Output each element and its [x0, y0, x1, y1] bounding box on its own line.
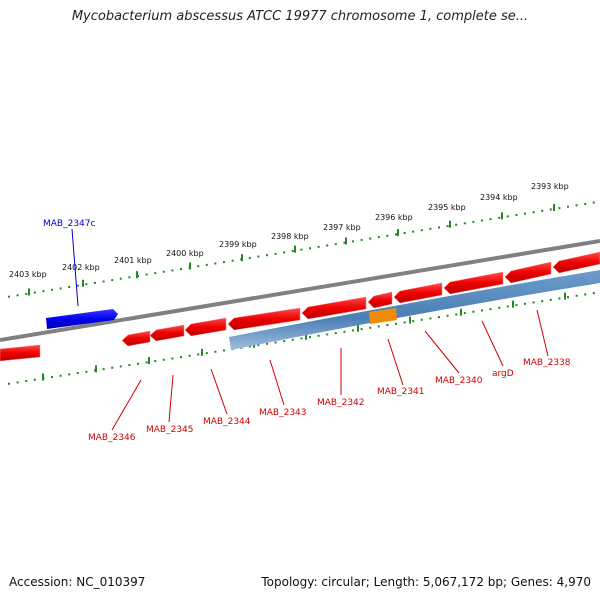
- forward-gene[interactable]: [0, 344, 41, 362]
- leader-line: [168, 374, 174, 423]
- forward-gene[interactable]: [301, 296, 367, 320]
- scale-label: 2399 kbp: [219, 240, 257, 249]
- scale-label: 2397 kbp: [323, 223, 361, 232]
- highlighted-gene-segment[interactable]: [369, 308, 397, 324]
- topology-summary: Topology: circular; Length: 5,067,172 bp…: [261, 575, 591, 589]
- forward-gene[interactable]: [552, 251, 600, 274]
- operon-bar[interactable]: [229, 270, 600, 350]
- gene-label-MAB_2347c[interactable]: MAB_2347c: [43, 219, 96, 229]
- gene-labels: MAB_2346 MAB_2345 MAB_2344 MAB_2343 MAB_2342…: [88, 309, 571, 443]
- forward-gene[interactable]: [149, 324, 185, 342]
- leader-line: [111, 379, 142, 431]
- gene-label[interactable]: MAB_2345: [146, 425, 194, 435]
- leader-line: [269, 359, 285, 406]
- leader-line: [210, 368, 228, 415]
- outer-scale-ring: [8, 201, 595, 298]
- forward-gene[interactable]: [504, 261, 552, 284]
- scale-tick: [305, 332, 307, 340]
- gene-label[interactable]: MAB_2343: [259, 408, 307, 418]
- scale-label: 2400 kbp: [166, 249, 204, 258]
- forward-gene[interactable]: [443, 271, 504, 295]
- scale-tick: [345, 237, 347, 245]
- gene-label[interactable]: MAB_2338: [523, 358, 571, 368]
- scale-label: 2398 kbp: [271, 232, 309, 241]
- scale-tick: [460, 308, 462, 316]
- scale-tick: [564, 292, 566, 300]
- forward-gene[interactable]: [184, 317, 227, 337]
- scale-tick-labels: 2403 kbp 2402 kbp 2401 kbp 2400 kbp 2399 kbp…: [9, 182, 569, 279]
- gene-label[interactable]: MAB_2341: [377, 387, 425, 397]
- scale-tick: [42, 373, 44, 381]
- forward-gene[interactable]: [367, 291, 393, 309]
- scale-tick: [512, 300, 514, 308]
- accession-text: Accession: NC_010397: [9, 575, 146, 589]
- scale-tick: [148, 357, 150, 365]
- scale-tick: [294, 245, 296, 253]
- leader-line: [424, 330, 460, 374]
- gene-label[interactable]: MAB_2342: [317, 398, 365, 408]
- gene-label[interactable]: MAB_2344: [203, 417, 251, 427]
- inner-scale-ring: [8, 292, 595, 385]
- scale-label: 2395 kbp: [428, 203, 466, 212]
- scale-tick: [95, 365, 97, 373]
- scale-tick: [241, 254, 243, 262]
- forward-gene[interactable]: [121, 330, 151, 347]
- map-title: Mycobacterium abscessus ATCC 19977 chrom…: [71, 9, 529, 24]
- gene-MAB_2347c[interactable]: [46, 309, 118, 329]
- gene-label[interactable]: MAB_2340: [435, 376, 483, 386]
- scale-label: 2402 kbp: [62, 263, 100, 272]
- chromosome-backbone: [0, 239, 600, 342]
- scale-label: 2401 kbp: [114, 256, 152, 265]
- scale-tick: [409, 316, 411, 324]
- scale-tick: [136, 271, 138, 279]
- scale-label: 2393 kbp: [531, 182, 569, 191]
- scale-tick: [357, 324, 359, 332]
- leader-line: [481, 320, 504, 367]
- scale-label: 2396 kbp: [375, 213, 413, 222]
- scale-label: 2403 kbp: [9, 270, 47, 279]
- leader-line-MAB_2347c: [71, 228, 79, 307]
- leader-line: [536, 309, 549, 357]
- forward-gene[interactable]: [227, 307, 301, 331]
- scale-tick: [201, 348, 203, 356]
- scale-tick: [553, 203, 555, 211]
- scale-tick: [82, 279, 84, 287]
- gene-track: [0, 251, 600, 362]
- scale-tick: [501, 212, 503, 220]
- scale-tick: [449, 220, 451, 228]
- gene-label[interactable]: argD: [492, 369, 514, 379]
- forward-gene[interactable]: [393, 282, 443, 304]
- scale-tick: [28, 288, 30, 296]
- scale-tick: [189, 262, 191, 270]
- gene-label[interactable]: MAB_2346: [88, 433, 136, 443]
- scale-tick: [397, 229, 399, 237]
- scale-label: 2394 kbp: [480, 193, 518, 202]
- leader-line: [387, 338, 404, 386]
